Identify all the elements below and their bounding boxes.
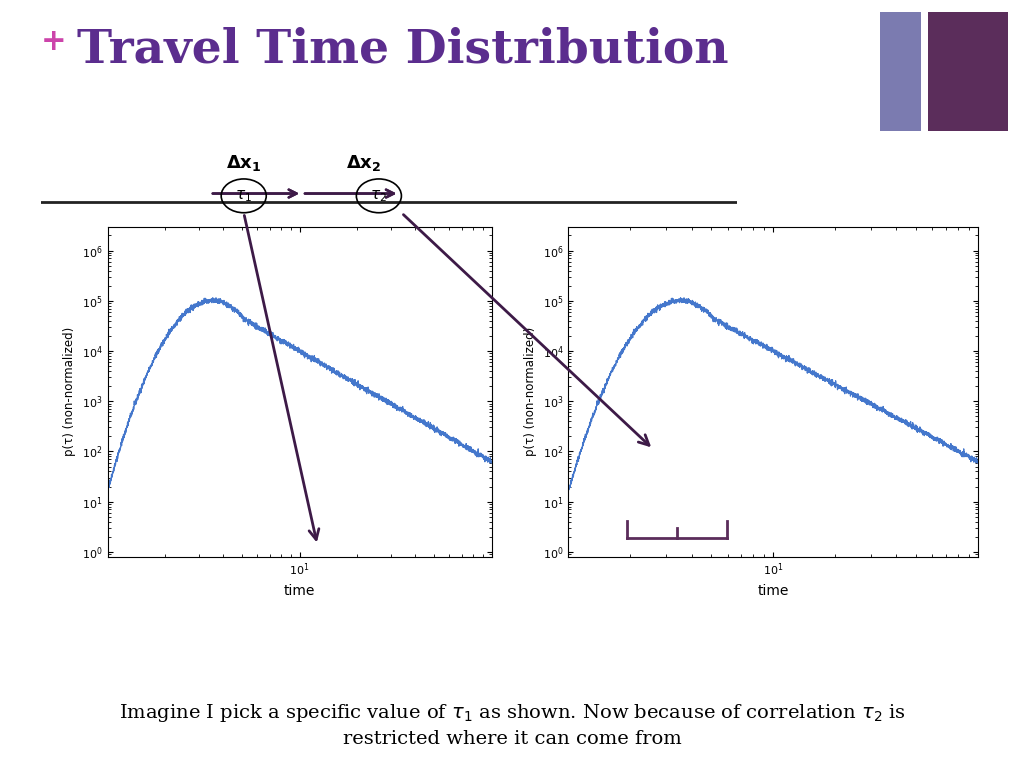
Text: $\mathbf{\Delta x_2}$: $\mathbf{\Delta x_2}$ bbox=[346, 153, 381, 173]
X-axis label: time: time bbox=[284, 584, 315, 598]
Text: $\mathbf{\Delta x_1}$: $\mathbf{\Delta x_1}$ bbox=[226, 153, 261, 173]
Text: $\tau_2$: $\tau_2$ bbox=[371, 188, 387, 204]
Text: restricted where it can come from: restricted where it can come from bbox=[343, 730, 681, 748]
Bar bbox=[928, 12, 1009, 131]
Text: Travel Time Distribution: Travel Time Distribution bbox=[77, 27, 728, 73]
Y-axis label: p(τ) (non-normalized): p(τ) (non-normalized) bbox=[63, 327, 77, 456]
Text: $\tau_1$: $\tau_1$ bbox=[236, 188, 252, 204]
Y-axis label: p(τ) (non-normalized): p(τ) (non-normalized) bbox=[524, 327, 538, 456]
Bar bbox=[880, 12, 922, 131]
Text: +: + bbox=[41, 27, 67, 56]
Text: Imagine I pick a specific value of $\tau_1$ as shown. Now because of correlation: Imagine I pick a specific value of $\tau… bbox=[119, 702, 905, 723]
X-axis label: time: time bbox=[758, 584, 788, 598]
